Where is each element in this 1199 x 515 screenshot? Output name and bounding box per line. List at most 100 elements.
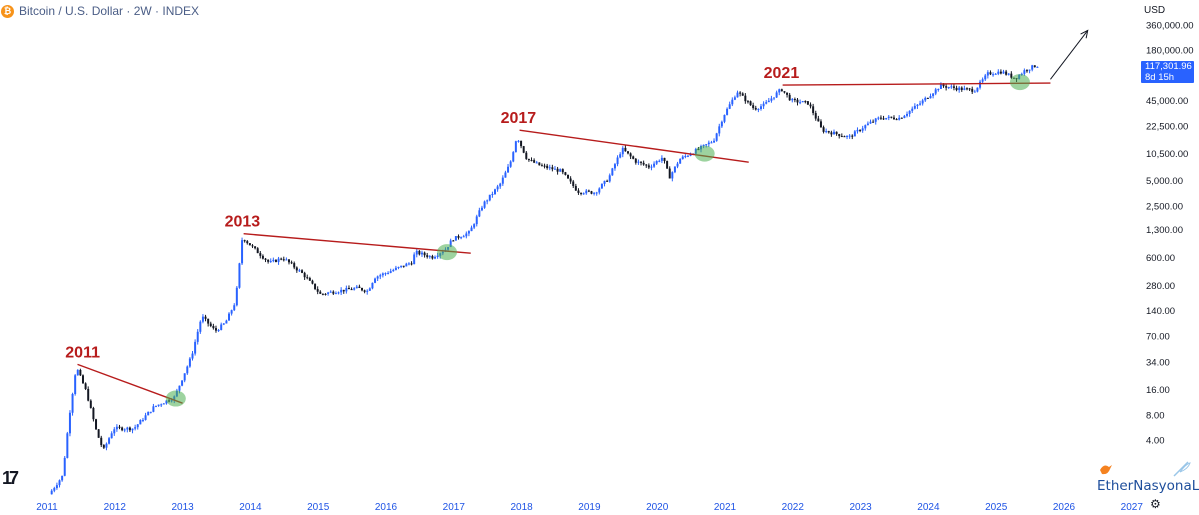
candle-body	[733, 97, 736, 100]
candle-body	[556, 168, 559, 172]
candle-body	[856, 129, 859, 132]
candle	[606, 179, 609, 182]
candle	[426, 252, 429, 259]
symbol-title[interactable]: Bitcoin / U.S. Dollar · 2W · INDEX	[19, 4, 200, 18]
candle	[136, 423, 139, 430]
candle-body	[814, 113, 817, 119]
candle-body	[220, 324, 223, 330]
candle	[598, 187, 601, 195]
gear-icon[interactable]: ⚙	[1150, 497, 1161, 511]
candle-body	[494, 189, 497, 194]
candle-body	[462, 236, 465, 238]
candle-body	[817, 118, 820, 122]
currency-selector[interactable]: USD	[1144, 5, 1166, 16]
candle-body	[379, 275, 382, 277]
price-tick-label: 10,500.00	[1146, 149, 1188, 160]
candle-body	[846, 135, 849, 137]
candle	[334, 291, 337, 295]
candle-body	[113, 429, 116, 434]
candle	[199, 320, 202, 334]
candle	[1010, 71, 1013, 79]
candle	[809, 102, 812, 109]
candle-body	[400, 265, 403, 267]
candle	[655, 160, 658, 165]
candle	[887, 115, 890, 121]
candle	[668, 166, 671, 179]
resistance-trendline	[243, 233, 471, 254]
candle-body	[843, 136, 846, 138]
candle-body	[650, 166, 653, 168]
candle	[645, 164, 648, 168]
candle	[342, 289, 345, 294]
candle-body	[183, 373, 186, 381]
candle	[355, 284, 358, 289]
breakout-marker	[165, 390, 186, 407]
candle	[298, 268, 301, 272]
candle	[387, 271, 390, 275]
candle-body	[254, 246, 257, 249]
candle-body	[353, 288, 356, 290]
candle	[895, 118, 898, 121]
candle	[397, 266, 400, 270]
candle-body	[256, 248, 259, 254]
tradingview-logo[interactable]: 17	[2, 468, 19, 488]
candle-body	[679, 158, 682, 164]
candle-body	[859, 129, 862, 131]
candle-body	[960, 87, 963, 90]
candle	[707, 140, 710, 147]
candle	[793, 97, 796, 103]
candle	[840, 133, 843, 138]
candle	[228, 312, 231, 321]
candle-body	[381, 273, 384, 276]
candle	[407, 262, 410, 266]
resistance-trendline	[77, 363, 183, 404]
candle	[58, 479, 61, 488]
candle-body	[238, 263, 241, 288]
candle-body	[350, 289, 353, 291]
candle	[340, 287, 343, 296]
candle	[903, 114, 906, 119]
candle	[926, 97, 929, 99]
candle-body	[968, 88, 971, 90]
candle-body	[152, 406, 155, 412]
candle-body	[726, 108, 729, 115]
year-tick-label: 2027	[1121, 502, 1144, 513]
candle-body	[572, 181, 575, 186]
candle	[321, 293, 324, 296]
candle	[66, 431, 69, 459]
candle	[55, 482, 58, 490]
candle	[921, 98, 924, 106]
candle	[582, 192, 585, 195]
candle	[686, 155, 689, 158]
candle-body	[329, 291, 332, 293]
candle-body	[626, 151, 629, 154]
candle	[50, 489, 53, 495]
candle	[752, 102, 755, 110]
candle	[642, 160, 645, 166]
candle-body	[118, 426, 121, 428]
candle-body	[723, 114, 726, 122]
candle	[619, 152, 622, 159]
candle	[595, 191, 598, 196]
candle-body	[671, 172, 674, 179]
candle	[762, 101, 765, 109]
candle	[499, 182, 502, 189]
candle-body	[561, 169, 564, 173]
candle-body	[833, 131, 836, 135]
candle	[144, 412, 147, 421]
candle-body	[981, 79, 984, 82]
candle	[371, 282, 374, 290]
candle	[929, 93, 932, 99]
candle-body	[835, 131, 838, 135]
candle	[454, 235, 457, 241]
price-tick-label: 22,500.00	[1146, 121, 1188, 132]
candle	[666, 160, 669, 169]
candle-body	[707, 142, 710, 145]
candle-body	[204, 316, 207, 319]
candle-body	[272, 259, 275, 262]
candle	[663, 157, 666, 164]
candle	[710, 140, 713, 144]
candle-body	[68, 412, 71, 434]
candle	[97, 429, 100, 438]
